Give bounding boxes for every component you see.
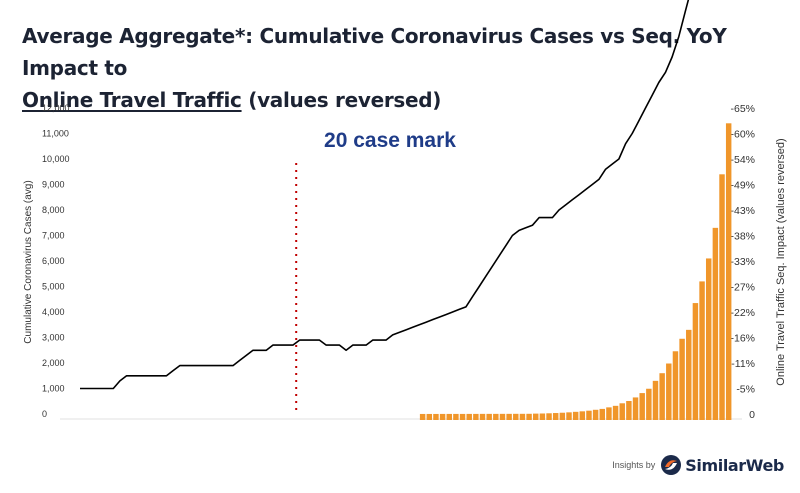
bar [459,413,466,420]
right-tick-label: -65% [730,103,755,115]
right-tick-label: -22% [730,307,755,319]
bar [646,388,652,420]
bar [513,413,519,420]
bar-series [419,123,732,421]
left-axis: 12,000 11,000 10,000 9,000 8,000 7,000 6,000 5,… [42,103,70,419]
chart-title-rest: (values reversed) [241,88,442,112]
bar [473,413,479,420]
bar [606,407,612,420]
brand-name: SimilarWeb [685,455,784,475]
bar [679,338,685,420]
bar [652,380,659,420]
left-tick-label: 1,000 [42,384,65,394]
bar [586,410,592,420]
bar [493,413,499,420]
right-tick-label: -27% [730,282,755,294]
bar [486,413,492,420]
bar [725,123,732,421]
left-tick-label: 11,000 [42,129,69,139]
right-tick-label: -43% [730,205,755,217]
bar [559,412,566,420]
bar [619,403,625,420]
left-tick-label: 6,000 [42,256,65,266]
right-axis: -65% -60% -54% -49% -43% -38% -33% -27% -22% -16%… [730,103,755,421]
chart-title-line-1: Average Aggregate*: Cumulative Coronavir… [22,24,727,80]
bar [433,413,439,420]
bar [659,373,665,420]
bar [599,408,605,420]
left-axis-label: Cumulative Coronavirus Cases (avg) [23,180,34,343]
right-tick-label: -11% [731,358,755,370]
bar [419,413,426,420]
bar [699,281,705,420]
right-tick-label: -16% [730,333,755,345]
right-tick-label: 0 [749,409,755,421]
bar [539,413,546,420]
chart-title-line-2: Online Travel Traffic (values reversed) [22,84,792,116]
bar [506,413,512,420]
bar [439,413,446,420]
bar [446,413,452,420]
bar [612,405,619,420]
bar [466,413,472,420]
bar [686,329,692,420]
twenty-case-marker-label: 20 case mark [324,129,456,152]
bar [632,397,639,420]
bar [566,412,572,420]
bar [626,401,632,420]
bar [579,411,586,420]
bar [499,413,506,420]
bar [533,413,539,420]
left-tick-label: 9,000 [42,180,65,190]
bar [705,258,712,420]
left-tick-label: 5,000 [42,282,65,292]
left-tick-label: 2,000 [42,358,65,368]
bar [672,351,679,420]
right-tick-label: -60% [730,129,755,141]
similarweb-logo-icon [661,455,682,475]
bar [592,409,599,420]
bar [479,413,486,420]
right-tick-label: -38% [730,231,755,243]
right-tick-label: -33% [730,256,755,268]
right-axis-label: Online Travel Traffic Seq. Impact (value… [775,138,787,385]
bar [519,413,526,420]
chart-title-underlined: Online Travel Traffic [22,88,242,112]
bar [666,363,672,420]
right-tick-label: -49% [730,180,755,192]
bar [546,413,552,420]
left-tick-label: 12,000 [42,103,70,113]
brand-footer: Insights by SimilarWeb [612,452,784,478]
bar [426,413,433,420]
chart-title: Average Aggregate*: Cumulative Coronavir… [22,20,792,116]
left-tick-label: 7,000 [42,231,65,241]
bar [639,393,645,420]
left-tick-label: 10,000 [42,154,70,164]
bar [572,411,579,420]
left-tick-label: 0 [42,409,47,419]
bar [712,227,719,420]
left-tick-label: 4,000 [42,307,65,317]
bar [719,174,725,420]
bar [526,413,532,420]
bar [453,413,459,420]
right-tick-label: -5% [736,384,755,396]
insights-by-text: Insights by [612,460,656,470]
traffic-impact-line [80,0,690,390]
left-tick-label: 8,000 [42,205,65,215]
bar [552,413,559,420]
right-tick-label: -54% [730,154,755,166]
bar [692,303,699,420]
left-tick-label: 3,000 [42,333,65,343]
